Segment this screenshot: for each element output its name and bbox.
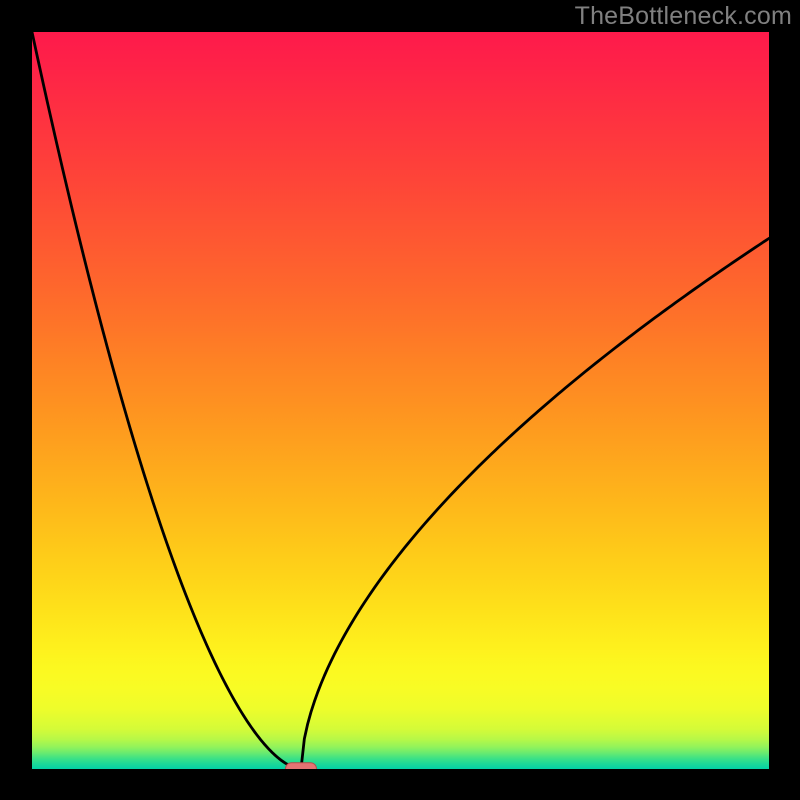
curve-minimum-marker — [286, 763, 317, 769]
chart-frame: TheBottleneck.com — [0, 0, 800, 800]
chart-background — [32, 32, 769, 769]
bottleneck-chart — [32, 32, 769, 769]
watermark-text: TheBottleneck.com — [575, 2, 792, 31]
